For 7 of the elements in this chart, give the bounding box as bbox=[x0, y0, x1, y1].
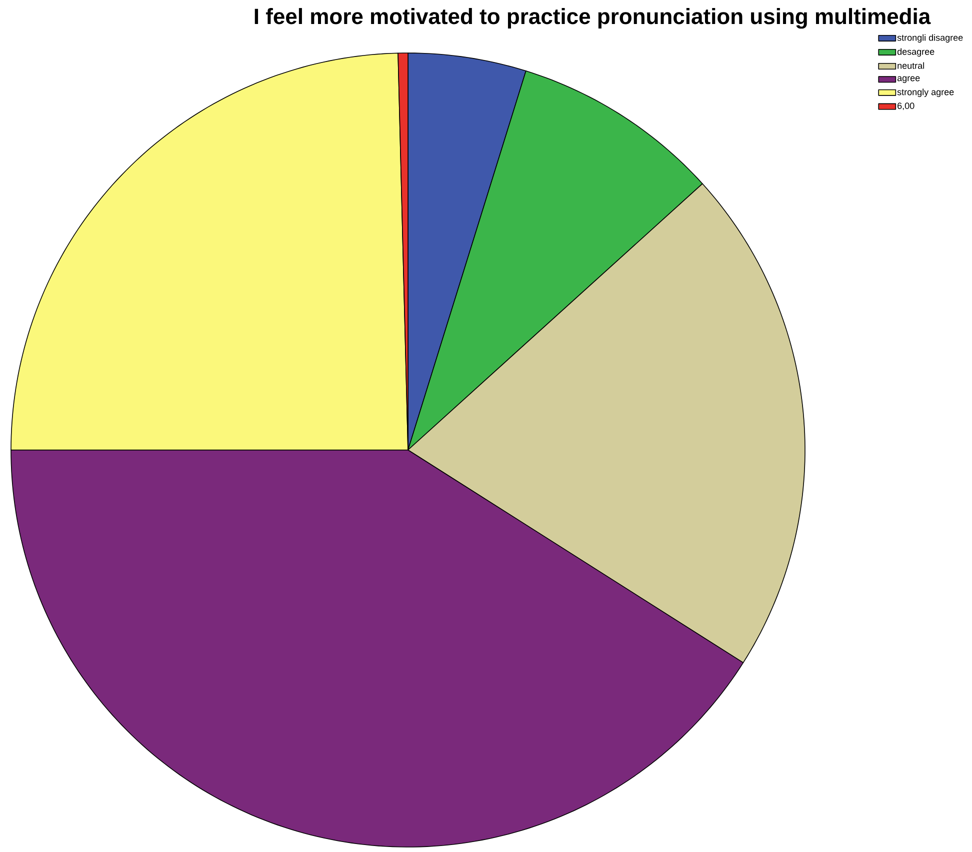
legend-label: neutral bbox=[898, 62, 924, 69]
legend-label: desagree bbox=[897, 48, 934, 57]
legend-label: strongli disagree bbox=[897, 34, 963, 43]
legend-label: agree bbox=[897, 76, 920, 83]
chart-title: I feel more motivated to practice pronunciation using multimedia bbox=[254, 8, 931, 29]
legend-label: 6,00 bbox=[898, 102, 914, 110]
legend-label: strongly agree bbox=[897, 88, 954, 97]
